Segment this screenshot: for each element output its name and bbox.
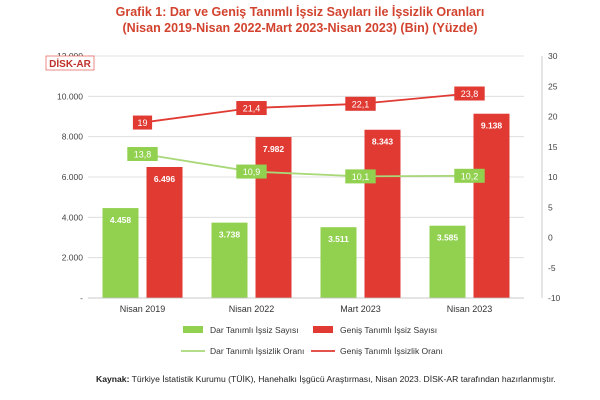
- genis-bar: [255, 137, 292, 298]
- genis-rate-label-box: [454, 86, 485, 101]
- genis-rate-point-label: 22,1: [352, 99, 370, 109]
- disk-ar-logo: DİSK-AR: [45, 55, 95, 71]
- legend-label: Dar Tanımlı İşsiz Sayısı: [210, 325, 299, 335]
- left-tick-label: 8.000: [62, 132, 84, 142]
- genis-bar-value-label: 8.343: [372, 137, 394, 147]
- genis-rate-point-label: 19: [137, 118, 147, 128]
- genis-rate-point-label: 23,8: [461, 89, 479, 99]
- genis-rate-point-label: 21,4: [243, 104, 261, 114]
- genis-bar: [364, 129, 401, 298]
- legend-label: Dar Tanımlı İşsizlik Oranı: [210, 346, 304, 356]
- category-label: Nisan 2023: [447, 304, 493, 314]
- right-tick-label: -5: [548, 263, 556, 273]
- legend-swatch: [313, 326, 333, 333]
- data-labels: 4.458 6.496 3.738 7.982 3.511 8.343 3.585 9.138…: [110, 86, 503, 244]
- source-text: Türkiye İstatistik Kurumu (TÜİK), Haneha…: [131, 374, 556, 384]
- genis-rate-line: [142, 92, 470, 124]
- dar-rate-label-box: [345, 169, 376, 184]
- source-label: Kaynak:: [96, 374, 130, 384]
- dar-rate-label-box: [236, 164, 267, 179]
- dar-bar: [429, 225, 466, 298]
- left-tick-label: 4.000: [62, 212, 84, 222]
- legend-swatch: [183, 326, 203, 333]
- logo-box: [45, 55, 95, 71]
- rate-lines: [142, 92, 470, 178]
- right-tick-label: 30: [548, 51, 558, 61]
- right-tick-label: 10: [548, 172, 558, 182]
- genis-bar-value-label: 7.982: [263, 144, 285, 154]
- dar-bar-value-label: 4.458: [110, 215, 132, 225]
- dar-rate-point-label: 13,8: [134, 150, 152, 160]
- genis-bar-value-label: 6.496: [154, 174, 176, 184]
- source-note: Kaynak: Türkiye İstatistik Kurumu (TÜİK)…: [96, 374, 556, 384]
- right-tick-label: 5: [548, 202, 553, 212]
- left-tick-label: 2.000: [62, 253, 84, 263]
- left-tick-label: 6.000: [62, 172, 84, 182]
- genis-bar-value-label: 9.138: [481, 121, 503, 131]
- dar-rate-label-box: [127, 147, 158, 162]
- genis-rate-label-box: [345, 96, 376, 111]
- dar-rate-point-label: 10,1: [352, 172, 370, 182]
- category-label: Nisan 2022: [229, 304, 275, 314]
- dar-bar-value-label: 3.511: [328, 234, 349, 244]
- right-tick-label: 15: [548, 142, 558, 152]
- dar-rate-point-label: 10,9: [243, 167, 261, 177]
- dar-bar-value-label: 3.585: [437, 233, 459, 243]
- dar-bar: [211, 222, 248, 298]
- legend-label: Geniş Tanımlı İşsiz Sayısı: [340, 325, 437, 335]
- dar-bar: [320, 227, 357, 298]
- dar-rate-label-box: [454, 168, 485, 183]
- chart-title-line-2: (Nisan 2019-Nisan 2022-Mart 2023-Nisan 2…: [122, 21, 478, 35]
- dar-rate-point-label: 10,2: [461, 171, 479, 181]
- legend-label: Geniş Tanımlı İşsizlik Oranı: [340, 346, 443, 356]
- category-label: Mart 2023: [340, 304, 381, 314]
- right-tick-label: 0: [548, 233, 553, 243]
- dar-rate-line: [142, 153, 470, 178]
- right-tick-label: 20: [548, 112, 558, 122]
- dar-bar: [102, 208, 139, 298]
- left-tick-label: 10.000: [57, 91, 83, 101]
- dar-bar-value-label: 3.738: [219, 230, 241, 240]
- chart-title-line-1: Grafik 1: Dar ve Geniş Tanımlı İşsiz Say…: [115, 5, 485, 19]
- category-label: Nisan 2019: [120, 304, 166, 314]
- genis-rate-label-box: [236, 101, 267, 116]
- genis-bar: [473, 113, 510, 298]
- right-tick-label: -10: [548, 293, 561, 303]
- bars: [102, 113, 510, 298]
- genis-bar: [146, 166, 183, 298]
- right-tick-label: 25: [548, 81, 558, 91]
- legend: Dar Tanımlı İşsiz Sayısı Geniş Tanımlı İş…: [181, 325, 443, 356]
- genis-rate-label-box: [132, 115, 153, 130]
- logo-text: DİSK-AR: [49, 57, 91, 70]
- left-tick-label: -: [80, 293, 83, 303]
